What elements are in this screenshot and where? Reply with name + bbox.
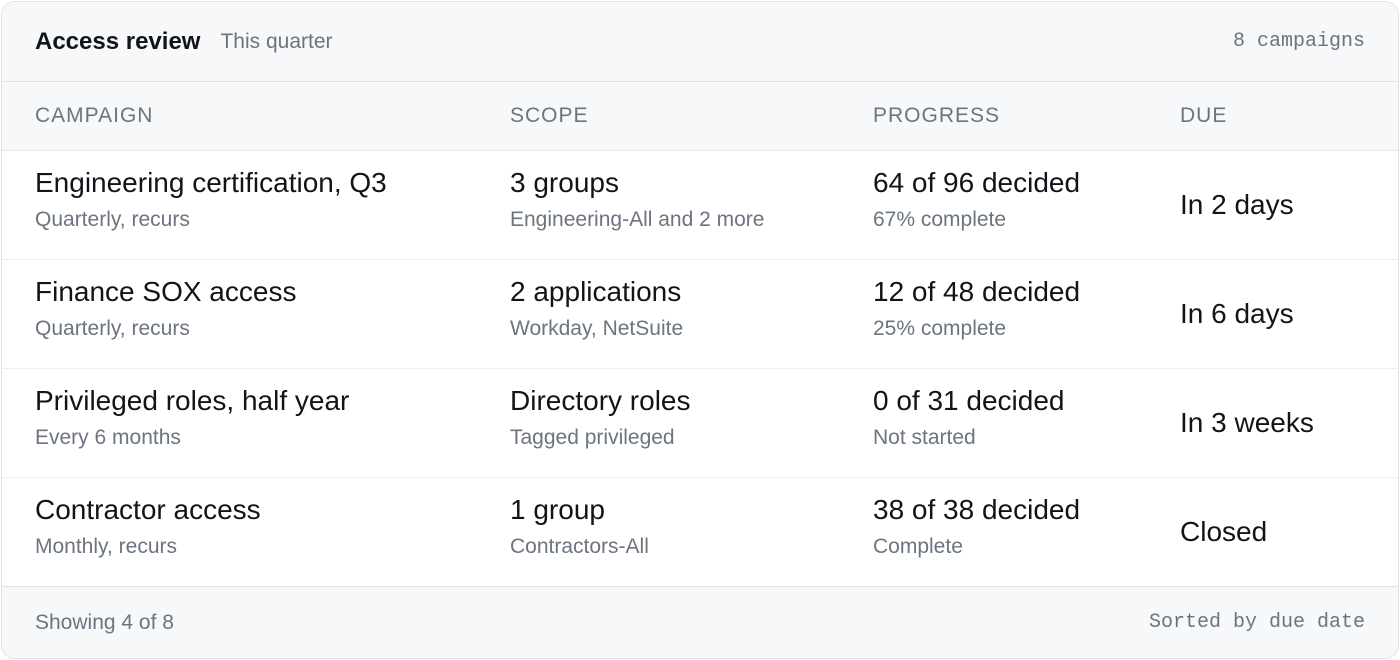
progress-cell: 12 of 48 decided 25% complete: [873, 276, 1080, 341]
column-header-campaign[interactable]: CAMPAIGN: [35, 104, 154, 127]
table-row[interactable]: Contractor access Monthly, recurs 1 grou…: [2, 478, 1398, 587]
campaign-name[interactable]: Privileged roles, half year: [35, 385, 350, 416]
progress-detail: 67% complete: [873, 208, 1007, 231]
campaign-name[interactable]: Finance SOX access: [35, 276, 297, 307]
scope-cell: Directory roles Tagged privileged: [510, 385, 690, 450]
campaign-cadence: Quarterly, recurs: [35, 208, 190, 231]
card-title: Access review: [35, 27, 201, 55]
table-row[interactable]: Privileged roles, half year Every 6 mont…: [2, 369, 1398, 478]
column-header-due[interactable]: DUE: [1180, 104, 1228, 127]
card-header: Access review This quarter 8 campaigns: [2, 2, 1398, 82]
campaign-cell: Engineering certification, Q3 Quarterly,…: [35, 167, 387, 232]
scope-summary: 1 group: [510, 494, 605, 525]
due-date: In 3 weeks: [1180, 407, 1314, 438]
column-header-scope[interactable]: SCOPE: [510, 104, 589, 127]
table-header: CAMPAIGN SCOPE PROGRESS DUE: [2, 82, 1398, 151]
scope-detail: Contractors-All: [510, 535, 649, 558]
scope-detail: Engineering-All and 2 more: [510, 208, 765, 231]
scope-summary: 2 applications: [510, 276, 682, 307]
progress-detail: Not started: [873, 426, 976, 449]
campaign-cadence: Quarterly, recurs: [35, 317, 190, 340]
table-row[interactable]: Finance SOX access Quarterly, recurs 2 a…: [2, 260, 1398, 369]
campaign-name[interactable]: Contractor access: [35, 494, 261, 525]
progress-cell: 64 of 96 decided 67% complete: [873, 167, 1080, 232]
scope-cell: 2 applications Workday, NetSuite: [510, 276, 683, 341]
progress-summary: 0 of 31 decided: [873, 385, 1065, 416]
due-date: Closed: [1180, 516, 1268, 547]
campaign-count: 8 campaigns: [1232, 30, 1365, 53]
due-date: In 6 days: [1180, 298, 1294, 329]
sort-indicator[interactable]: Sorted by due date: [1148, 611, 1365, 634]
table-row[interactable]: Engineering certification, Q3 Quarterly,…: [2, 151, 1398, 260]
scope-cell: 3 groups Engineering-All and 2 more: [510, 167, 764, 232]
scope-summary: 3 groups: [510, 167, 619, 198]
progress-detail: 25% complete: [873, 317, 1007, 340]
progress-summary: 12 of 48 decided: [873, 276, 1081, 307]
pagination-status: Showing 4 of 8: [35, 610, 174, 634]
scope-detail: Workday, NetSuite: [510, 317, 684, 340]
column-header-progress[interactable]: PROGRESS: [873, 104, 1001, 127]
campaign-cell: Privileged roles, half year Every 6 mont…: [35, 385, 349, 450]
progress-cell: 0 of 31 decided Not started: [873, 385, 1065, 450]
due-date: In 2 days: [1180, 189, 1294, 220]
campaign-cell: Finance SOX access Quarterly, recurs: [35, 276, 296, 341]
campaign-name[interactable]: Engineering certification, Q3: [35, 167, 387, 198]
progress-summary: 38 of 38 decided: [873, 494, 1081, 525]
campaign-cadence: Every 6 months: [35, 426, 181, 449]
period-label: This quarter: [220, 29, 333, 53]
progress-summary: 64 of 96 decided: [873, 167, 1081, 198]
campaign-cadence: Monthly, recurs: [35, 535, 177, 558]
progress-cell: 38 of 38 decided Complete: [873, 494, 1080, 559]
progress-detail: Complete: [873, 535, 963, 558]
card-footer: Showing 4 of 8 Sorted by due date: [2, 587, 1398, 658]
scope-summary: Directory roles: [510, 385, 691, 416]
campaign-cell: Contractor access Monthly, recurs: [35, 494, 261, 559]
scope-detail: Tagged privileged: [510, 426, 675, 449]
scope-cell: 1 group Contractors-All: [510, 494, 649, 559]
